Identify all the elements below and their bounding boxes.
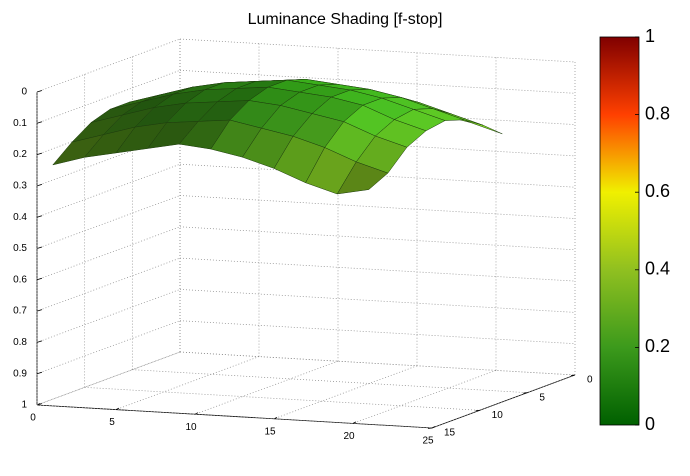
x-tick-label: 15 [264, 426, 276, 437]
grid-line [36, 195, 181, 249]
tick-mark [570, 374, 576, 376]
tick-mark [36, 246, 43, 249]
colorbar [599, 36, 640, 426]
z-tick-label: 0.3 [13, 181, 27, 192]
tick-mark [475, 409, 480, 412]
z-tick-label: 0.5 [13, 243, 27, 254]
tick-mark [115, 407, 120, 410]
y-tick-label: 10 [492, 410, 504, 421]
tick-mark [36, 277, 43, 281]
tick-mark [36, 121, 43, 124]
grid-line [84, 386, 480, 411]
y-tick-label: 15 [444, 428, 456, 439]
axis-line [36, 404, 433, 429]
surface [52, 79, 503, 195]
y-tick-label: 5 [539, 392, 545, 403]
chart-title: Luminance Shading [f-stop] [248, 11, 443, 28]
z-tick-label: 0.8 [13, 337, 27, 348]
z-tick-label: 0.9 [13, 368, 27, 379]
z-tick-label: 0.2 [13, 149, 27, 160]
grid-line [179, 195, 576, 219]
surface-patch [336, 161, 389, 195]
grid-line [36, 38, 181, 93]
tick-mark [523, 392, 528, 394]
grid-line [36, 257, 181, 312]
grid-line [352, 370, 497, 424]
grid-line [36, 289, 181, 343]
z-tick-label: 1 [21, 400, 27, 411]
grid-line [132, 369, 528, 394]
grid-line [36, 226, 181, 281]
z-tick-label: 0.6 [13, 274, 27, 285]
x-tick-label: 5 [109, 417, 115, 428]
tick-mark [427, 427, 433, 429]
colorbar-tick-label: 0.8 [645, 103, 670, 123]
x-tick-label: 20 [343, 431, 355, 442]
tick-mark [36, 371, 43, 375]
z-tick-label: 0.7 [13, 306, 27, 317]
grid-line [273, 365, 418, 420]
colorbar-tick-label: 0.4 [645, 259, 670, 279]
tick-mark [352, 421, 357, 424]
axis-line [431, 374, 576, 429]
z-tick-label: 0 [21, 87, 27, 98]
tick-mark [36, 215, 43, 218]
x-tick-label: 25 [422, 436, 434, 447]
x-tick-label: 0 [30, 413, 36, 424]
grid-line [179, 289, 576, 313]
colorbar-tick-label: 1 [645, 26, 655, 46]
z-tick-label: 0.4 [13, 212, 27, 223]
grid-line [36, 163, 181, 218]
tick-mark [36, 152, 43, 155]
grid-line [179, 320, 576, 345]
tick-mark [431, 426, 436, 429]
grid-line [179, 257, 576, 282]
colorbar-tick-label: 0.2 [645, 336, 670, 356]
y-tick-label: 0 [587, 375, 593, 386]
grid-line [115, 356, 260, 410]
grid-line [179, 38, 576, 63]
colorbar-tick-label: 0 [645, 414, 655, 434]
tick-mark [36, 340, 43, 343]
grid-line [36, 320, 181, 375]
tick-mark [36, 184, 43, 187]
grid-line [194, 360, 339, 415]
tick-mark [36, 309, 43, 312]
x-tick-label: 10 [185, 422, 197, 433]
grid-line [179, 226, 576, 251]
tick-mark [194, 412, 199, 415]
tick-mark [36, 90, 43, 93]
colorbar-tick-label: 0.6 [645, 181, 670, 201]
z-tick-label: 0.1 [13, 118, 27, 129]
grid-line [179, 351, 576, 376]
